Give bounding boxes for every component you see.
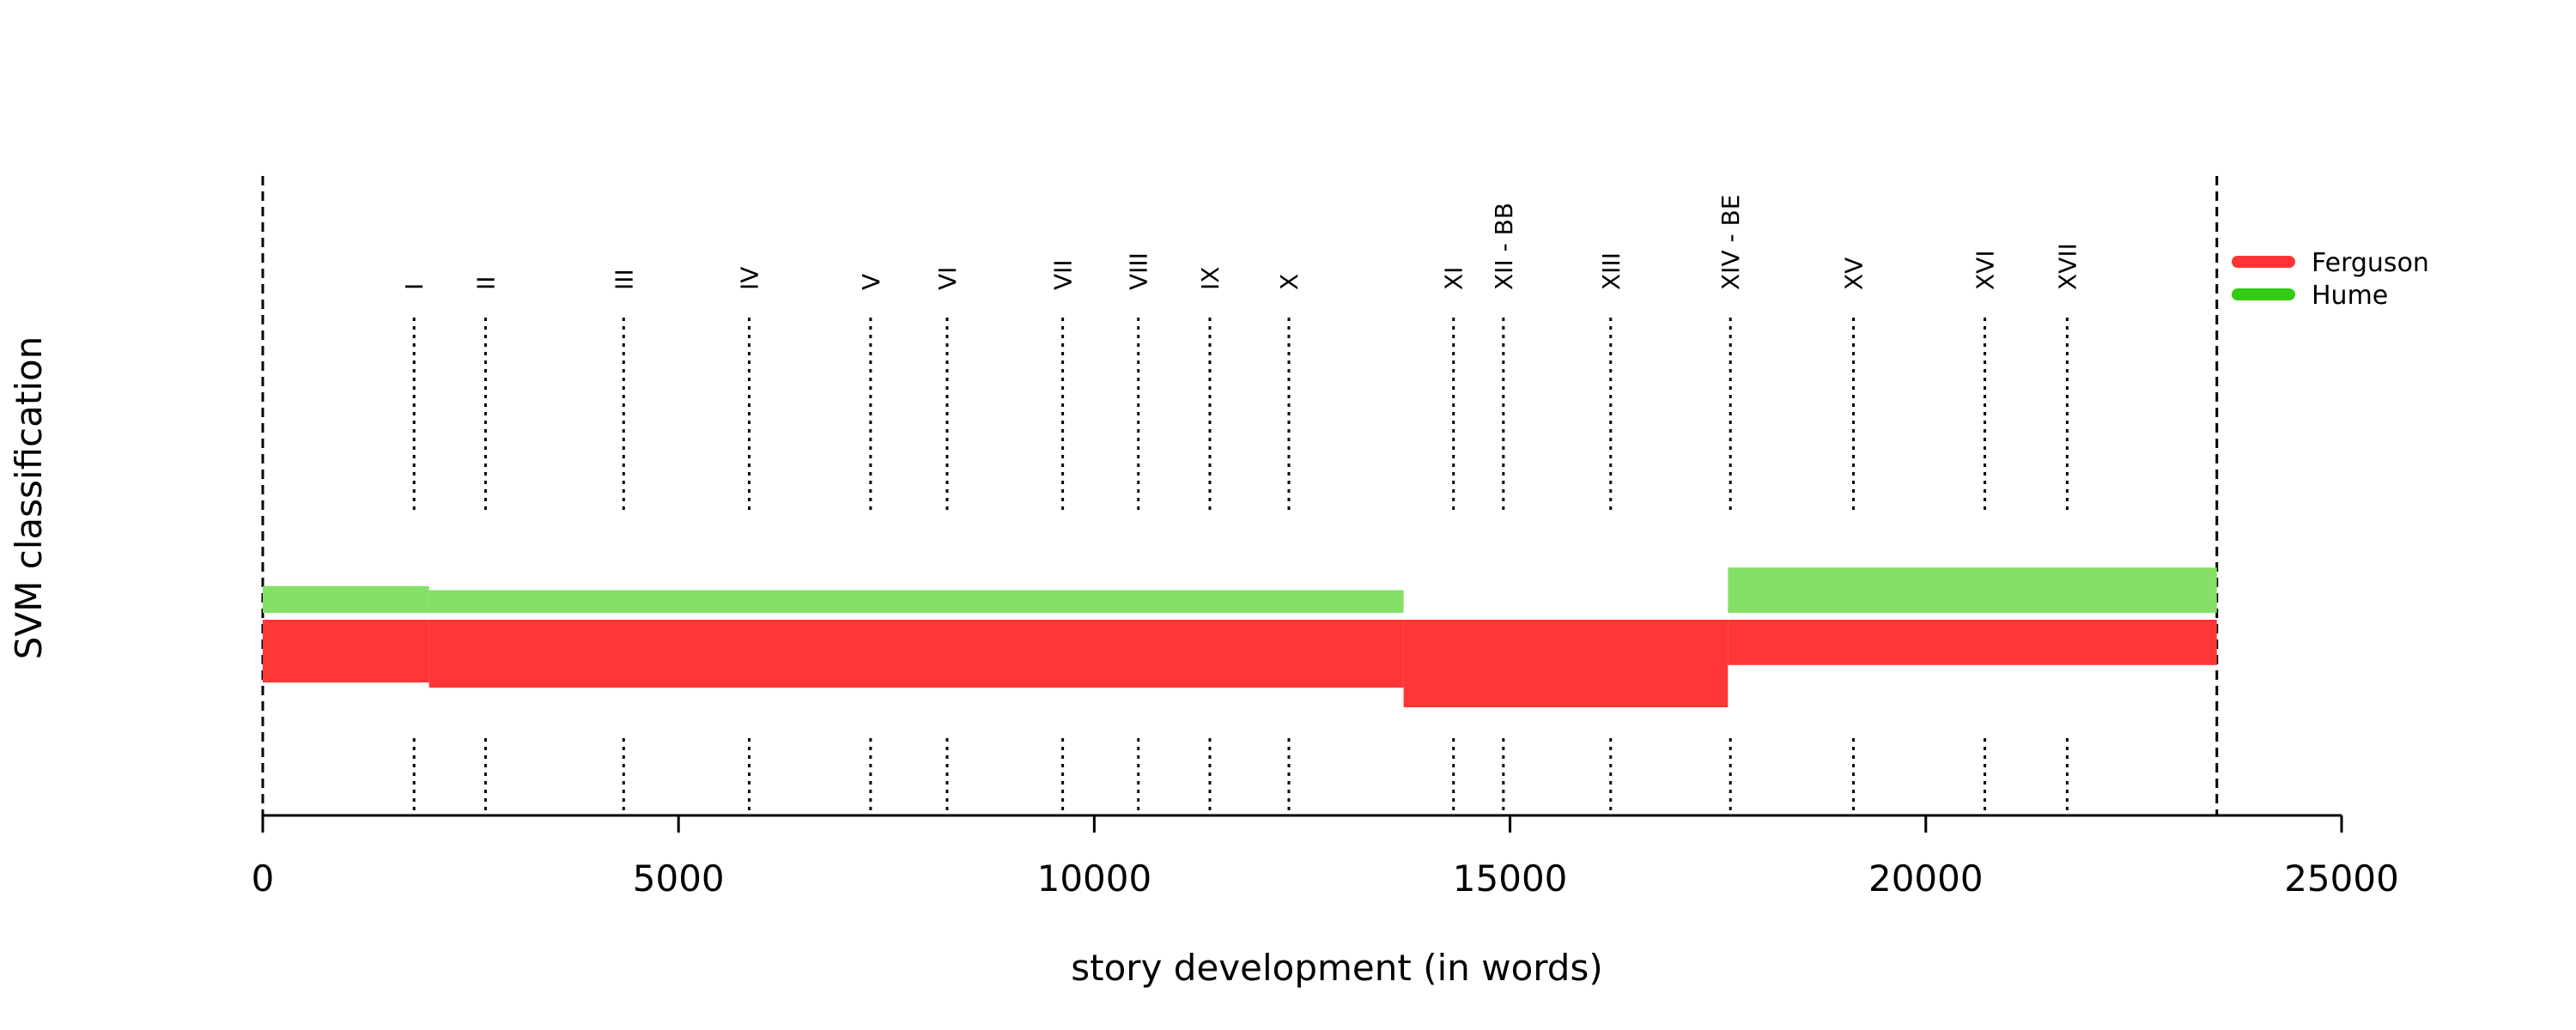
x-axis: 0 5000 10000 15000 20000 25000 [252, 814, 2399, 900]
ferguson-bar [1403, 620, 1728, 707]
hume-bar [263, 585, 429, 613]
classification-bars [263, 567, 2217, 707]
section-label: III [610, 269, 638, 290]
x-tick-label: 20000 [1868, 857, 1984, 900]
section-label: VI [933, 267, 962, 290]
ferguson-bar [1728, 620, 2217, 665]
section-label: XII - BB [1490, 203, 1518, 290]
y-axis-title: SVM classification [8, 336, 50, 660]
ferguson-bar [263, 620, 429, 683]
boundary-lines [261, 176, 2219, 815]
hume-bar [428, 590, 1404, 613]
hume-bar [1728, 567, 2217, 613]
x-axis-title: story development (in words) [1071, 947, 1602, 989]
section-label: IX [1196, 267, 1224, 290]
x-tick-label: 15000 [1453, 857, 1568, 900]
section-label: VII [1049, 259, 1078, 290]
section-label: XIV - BE [1716, 195, 1745, 290]
x-tick-label: 25000 [2284, 857, 2399, 900]
section-label: XV [1840, 258, 1868, 290]
section-label: X [1275, 274, 1303, 290]
section-label: VIII [1125, 252, 1153, 290]
section-label: XI [1440, 267, 1468, 290]
ferguson-bar [428, 620, 1404, 688]
section-label: XVI [1971, 250, 2000, 290]
x-tick-label: 0 [252, 857, 275, 900]
section-label: XVII [2053, 243, 2081, 290]
section-label: I [400, 283, 428, 290]
legend-label: Hume [2312, 281, 2388, 311]
section-label: XIII [1597, 252, 1625, 290]
x-tick-label: 10000 [1037, 857, 1152, 900]
x-tick-label: 5000 [633, 857, 725, 900]
section-label: II [472, 276, 501, 290]
section-label: V [857, 274, 885, 290]
section-markers: I II III IV V VI VII VIII IX X XI XII - BB XIII XIV -… [400, 195, 2081, 811]
legend-label: Ferguson [2312, 248, 2429, 278]
section-label: IV [736, 267, 764, 290]
